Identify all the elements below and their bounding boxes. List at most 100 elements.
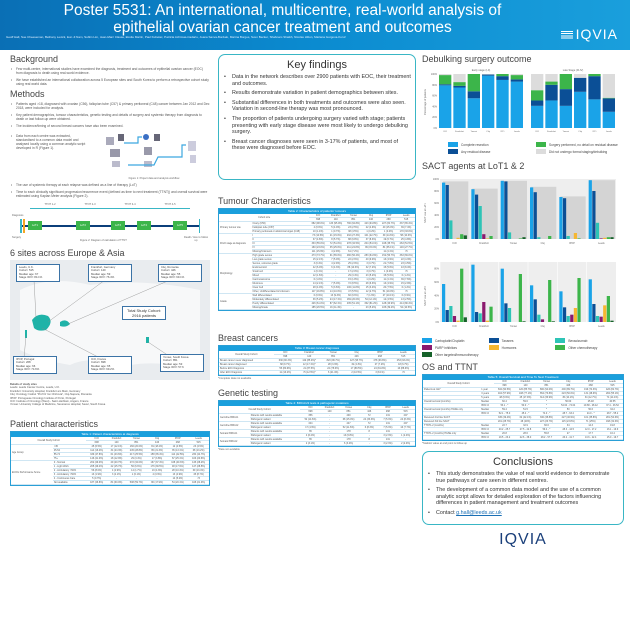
group-label: Received 3rd line SACT <box>423 419 481 425</box>
bar <box>537 314 541 322</box>
table-cell: 24 (33.3%) <box>358 417 380 423</box>
site-header: Leeds <box>396 406 415 411</box>
site-header: Leeds <box>188 436 209 441</box>
table-cell: 6 (4.3%) <box>326 265 345 271</box>
figure-2: TTNT 1-2 TTNT 2-3 TTNT 3-4 TTNT 4-5 Diag… <box>10 202 210 246</box>
y-tick-label: 0% <box>436 321 440 324</box>
table-cell: 51.5 <box>514 407 536 413</box>
site-header: Frankfurt <box>326 214 345 219</box>
x-tick-label: Cluj <box>541 325 546 328</box>
table-cell: 67 (25.1%) <box>167 456 189 461</box>
table-cell: 55.8 <box>535 431 557 437</box>
bar-segment <box>559 105 572 128</box>
table-cell: 23 (5.2%) <box>362 273 380 279</box>
table-cell: 3 (2.3%) <box>379 433 397 439</box>
table-cell: 4 (2.9%) <box>326 261 345 267</box>
site-header: Cluj <box>358 406 380 411</box>
row-label: II <box>251 237 310 243</box>
site-header: Yonsei <box>338 406 359 411</box>
site-name: Leeds, U.K. <box>19 265 34 269</box>
site-card-ico: ICO, France Cohort: 698 Median age: 65 S… <box>88 356 132 374</box>
y-tick-label: 80% <box>432 84 438 87</box>
table-cell: 2 (10.5%) <box>344 370 369 376</box>
table-cell: 630 (90.3%) <box>273 358 297 364</box>
bar-segment <box>496 76 509 80</box>
table-cell: 58 (10.6%) <box>397 233 415 239</box>
methods-bullet: The use of systemic therapy at each rela… <box>10 183 210 187</box>
x-tick-label: Yonsei <box>563 131 570 133</box>
contact-email-link[interactable]: g.hall@leeds.ac.uk <box>456 510 502 517</box>
bar <box>603 237 607 239</box>
legend-swatch <box>536 142 546 147</box>
table-cell: 24 (8.3%) <box>396 417 415 423</box>
cohort-label: Overall Study Cohort <box>423 380 494 389</box>
legend-swatch <box>422 345 432 350</box>
row-label: 2 - Ambulatory >50% <box>52 468 87 473</box>
table-cell: 34.2 <box>601 407 623 413</box>
table-header-row: Overall Study Cohort ICO Frankfurt Yonsei Cl… <box>11 436 209 445</box>
bar <box>577 278 581 322</box>
row-label: Breast cancer diagnosed <box>219 362 274 368</box>
bar <box>482 302 486 322</box>
y-tick-label: 60% <box>432 95 438 98</box>
table-cell: 50.6 <box>579 407 602 413</box>
table-cell: 3 (8.1%) <box>368 370 392 376</box>
cohort-size: 851 <box>338 409 359 415</box>
table-cell: 363 (69.0%) <box>397 253 415 259</box>
table-cell: 47 (5.5%) <box>344 289 363 295</box>
table-cell: - <box>396 437 415 443</box>
lot-box: LoT3 <box>111 221 125 230</box>
legend-label: Carboplatin/Cisplatin <box>435 338 465 343</box>
table-cell: 72 (51.0%) <box>326 241 345 247</box>
x-tick-label: Frankfurt <box>479 242 489 245</box>
site-median-age: Median age: 53 <box>163 361 183 366</box>
table-cell: - <box>396 429 415 435</box>
table-cell: 108 (21.0%) <box>188 480 209 485</box>
diagnosis-label: Diagnosis <box>12 214 24 217</box>
poster-title: Poster 5531: An international, multicent… <box>0 2 565 36</box>
table-cell: 147 (28.5%) <box>188 464 209 469</box>
table-cell: 6 (3.4%) <box>338 441 359 447</box>
table-cell: 6 (1.2%) <box>397 285 415 291</box>
legend-swatch <box>422 352 432 357</box>
table-row: Primary tumour site Ovary (C56) 682 (98.0%… <box>219 221 415 235</box>
cohort-size: 268 <box>579 383 602 389</box>
table-cell: 19 (6.7%) <box>379 237 398 243</box>
table-cell: 18 (6.7%) <box>391 362 415 368</box>
group-label: Morphology <box>219 253 252 295</box>
site-header: Leeds <box>601 380 623 385</box>
ttnt-label: TTNT 1-2 <box>44 203 56 206</box>
x-tick-label: ICO <box>453 242 457 245</box>
row-label: Median <box>480 431 494 437</box>
bar <box>595 316 600 322</box>
methods-figure-row: Data from each centre was extracted, sta… <box>10 131 210 180</box>
table-cell: 6 (0.9%) <box>397 293 415 299</box>
table-cell: 330 (38.8%) <box>535 415 557 421</box>
table-cell: 91 (65.0%) <box>326 253 345 259</box>
table-row: Missing/Grade 185 (26.5%) 16 (11.4%) -23 (5… <box>219 305 415 311</box>
table-cell: <5 <box>397 269 415 275</box>
site-stage: Stage III/IV: 74.6% <box>16 367 40 372</box>
table-cell: 178 <box>338 429 359 435</box>
table-cell: 333 (55.0%) <box>309 241 327 247</box>
table-cell: 35 (25.0%) <box>326 245 345 251</box>
row-label: 45-54 <box>52 448 87 453</box>
site-detail: ICO: Institute of Oncology (West) - Sain… <box>10 400 89 404</box>
bar-segment <box>439 74 452 76</box>
table-cell: 5 (0.7%) <box>86 476 108 481</box>
table-cell: 45 (8.7%) <box>188 472 209 477</box>
table-cell: 35 (13.1%) <box>167 448 189 453</box>
table-cell: 28 (20%) <box>514 419 536 425</box>
table-cell: 10 (1.4%) <box>309 229 327 235</box>
table-cell: 37 (4.8%) <box>309 237 327 243</box>
x-tick-label: Leeds <box>514 131 521 133</box>
site-detail: IPOP: Portuguese Oncology Institute of P… <box>10 396 76 400</box>
table-cell: 13 (4.9%) <box>167 472 189 477</box>
table-cell: 115 (23.8%) <box>556 419 580 425</box>
table-cell: 54 (12.1%) <box>362 297 380 303</box>
table-cell: 7 (5.3%) <box>379 417 397 423</box>
author-list: Geoff Hall, Sue Cheeseman, Bethany Levic… <box>6 35 346 39</box>
lot-box: LoT1 <box>28 221 42 230</box>
table-row: Before EOC Diagnosis 55 (80.9%) 21 (87.5%)… <box>219 366 415 372</box>
cohort-size: 268 <box>379 409 397 415</box>
